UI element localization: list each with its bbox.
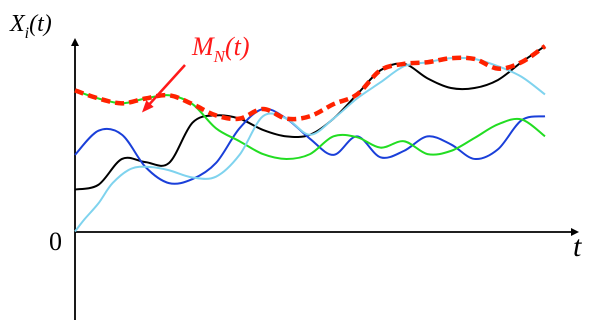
series-line-max	[74, 44, 547, 122]
annotation-label-sub: N	[213, 47, 227, 66]
annotation-label-arg: (t)	[225, 32, 250, 61]
y-axis-label-arg: (t)	[29, 11, 52, 37]
annotation-arrow	[141, 64, 186, 113]
series-line-3	[74, 89, 546, 160]
series-line-4	[74, 56, 546, 233]
y-axis-label-sub: i	[25, 25, 29, 42]
y-axis-label-var: X	[9, 11, 26, 37]
series-layer	[74, 44, 547, 233]
x-axis-label: t	[573, 230, 582, 263]
annotation-label: MN(t)	[191, 32, 250, 66]
annotation-label-var: M	[191, 32, 215, 61]
y-axis-label: Xi(t)	[9, 11, 52, 42]
series-line-2	[74, 107, 546, 185]
origin-label: 0	[49, 227, 62, 256]
